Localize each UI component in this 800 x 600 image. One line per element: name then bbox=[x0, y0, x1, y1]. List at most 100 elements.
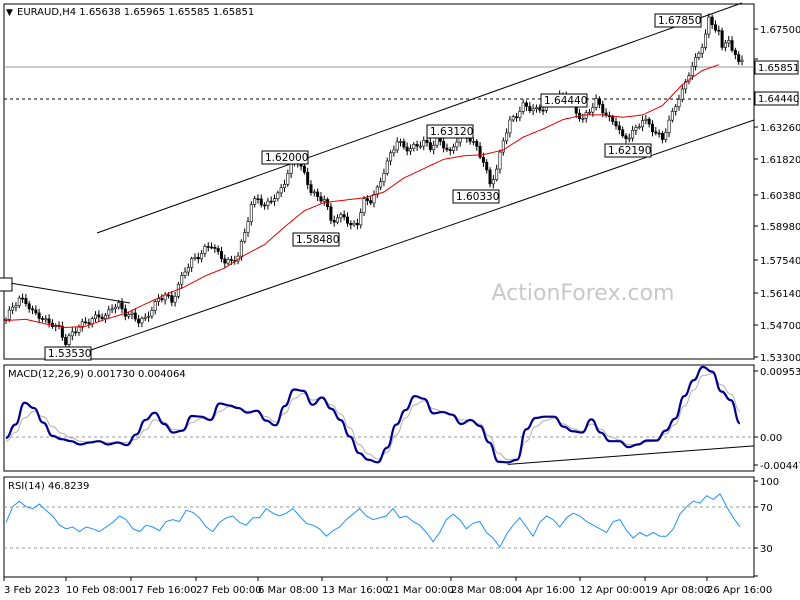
candle bbox=[730, 36, 734, 53]
candle bbox=[186, 263, 190, 276]
candle bbox=[74, 327, 78, 336]
candle bbox=[624, 133, 628, 144]
candle bbox=[657, 129, 661, 138]
candle bbox=[452, 143, 456, 154]
candle bbox=[203, 243, 207, 257]
candle bbox=[534, 104, 538, 113]
candle bbox=[418, 141, 422, 149]
candle bbox=[47, 314, 51, 328]
candle bbox=[531, 104, 535, 116]
price-annotation: 1.58480 bbox=[292, 232, 340, 247]
candle bbox=[597, 96, 601, 109]
candle bbox=[495, 164, 499, 182]
candle bbox=[694, 53, 698, 71]
candle bbox=[432, 140, 436, 155]
price-annotation-clipped bbox=[0, 277, 13, 292]
candle bbox=[442, 137, 446, 153]
candle bbox=[302, 163, 306, 175]
candle bbox=[379, 177, 383, 191]
candle bbox=[273, 194, 277, 206]
candle bbox=[319, 192, 323, 204]
candle bbox=[677, 94, 681, 111]
candle bbox=[44, 315, 48, 323]
candle bbox=[617, 121, 621, 135]
candle bbox=[143, 313, 147, 322]
candle bbox=[219, 246, 223, 263]
candle bbox=[359, 208, 363, 229]
candle bbox=[160, 293, 164, 303]
candle bbox=[137, 314, 141, 328]
candle bbox=[707, 13, 711, 39]
macd-main-line bbox=[5, 365, 741, 464]
moving-average-line bbox=[5, 64, 719, 329]
candle bbox=[644, 115, 648, 125]
annotations-group: 1.67850 1.64440 1.63120 1.62000 1.62190 1.603… bbox=[0, 13, 702, 361]
annotation-label: 1.63120 bbox=[430, 126, 473, 138]
candle bbox=[369, 195, 373, 206]
candle bbox=[7, 306, 11, 323]
candle bbox=[501, 137, 505, 156]
candle bbox=[40, 316, 44, 323]
candle bbox=[21, 293, 25, 304]
candle bbox=[355, 218, 359, 230]
x-tick-label: 21 Mar 00:00 bbox=[387, 585, 454, 596]
candle bbox=[309, 180, 313, 196]
price-tick-label: 1.60380 bbox=[760, 191, 800, 202]
candle bbox=[720, 27, 724, 51]
macd-title: MACD(12,26,9) 0.001730 0.004064 bbox=[8, 369, 186, 380]
price-annotation: 1.63120 bbox=[426, 124, 474, 139]
x-tick-label: 19 Apr 08:00 bbox=[645, 585, 710, 596]
candle bbox=[498, 149, 502, 174]
candle bbox=[246, 217, 250, 237]
candle bbox=[286, 169, 290, 187]
candle bbox=[641, 115, 645, 132]
candle bbox=[94, 311, 98, 322]
candle bbox=[133, 308, 137, 322]
price-annotation: 1.67850 bbox=[654, 13, 702, 28]
candle bbox=[190, 256, 194, 272]
candle bbox=[266, 197, 270, 210]
candle bbox=[352, 220, 356, 227]
channel-upper-line bbox=[96, 2, 743, 234]
price-tick-label: 1.61820 bbox=[760, 155, 800, 166]
candle bbox=[316, 188, 320, 202]
price-tick-label: 1.63260 bbox=[760, 123, 800, 134]
candle bbox=[700, 43, 704, 58]
candle bbox=[422, 136, 426, 151]
candle bbox=[223, 254, 227, 268]
current-price-tag-label: 1.65851 bbox=[758, 63, 799, 74]
candle bbox=[342, 210, 346, 221]
price-tick-label: 1.67500 bbox=[760, 25, 800, 36]
candle bbox=[243, 228, 247, 244]
candle bbox=[727, 35, 731, 48]
candle bbox=[17, 295, 21, 309]
candle bbox=[210, 242, 214, 250]
candle bbox=[637, 123, 641, 130]
candle bbox=[395, 137, 399, 153]
candle bbox=[107, 305, 111, 319]
rsi-tick-label: 30 bbox=[760, 544, 773, 555]
candle bbox=[150, 306, 154, 319]
candle bbox=[680, 84, 684, 103]
candle bbox=[634, 124, 638, 135]
candle bbox=[505, 128, 509, 145]
candle bbox=[654, 127, 658, 136]
candle bbox=[385, 157, 389, 176]
candle bbox=[263, 202, 267, 210]
candle bbox=[508, 115, 512, 138]
macd-tick-label: -0.004471 bbox=[760, 461, 800, 472]
candle bbox=[130, 309, 134, 320]
candle bbox=[475, 139, 479, 151]
candle bbox=[740, 55, 744, 66]
candle bbox=[336, 214, 340, 225]
wedge-upper-line bbox=[3, 281, 131, 304]
watermark: ActionForex.com bbox=[492, 281, 675, 306]
candle bbox=[117, 299, 121, 310]
annotation-label: 1.64440 bbox=[544, 95, 587, 107]
candle bbox=[488, 167, 492, 188]
rsi-axis: 100 70 30 bbox=[754, 477, 779, 577]
candle bbox=[31, 305, 35, 315]
candle bbox=[279, 184, 283, 198]
candle bbox=[733, 47, 737, 60]
candle bbox=[690, 61, 694, 80]
